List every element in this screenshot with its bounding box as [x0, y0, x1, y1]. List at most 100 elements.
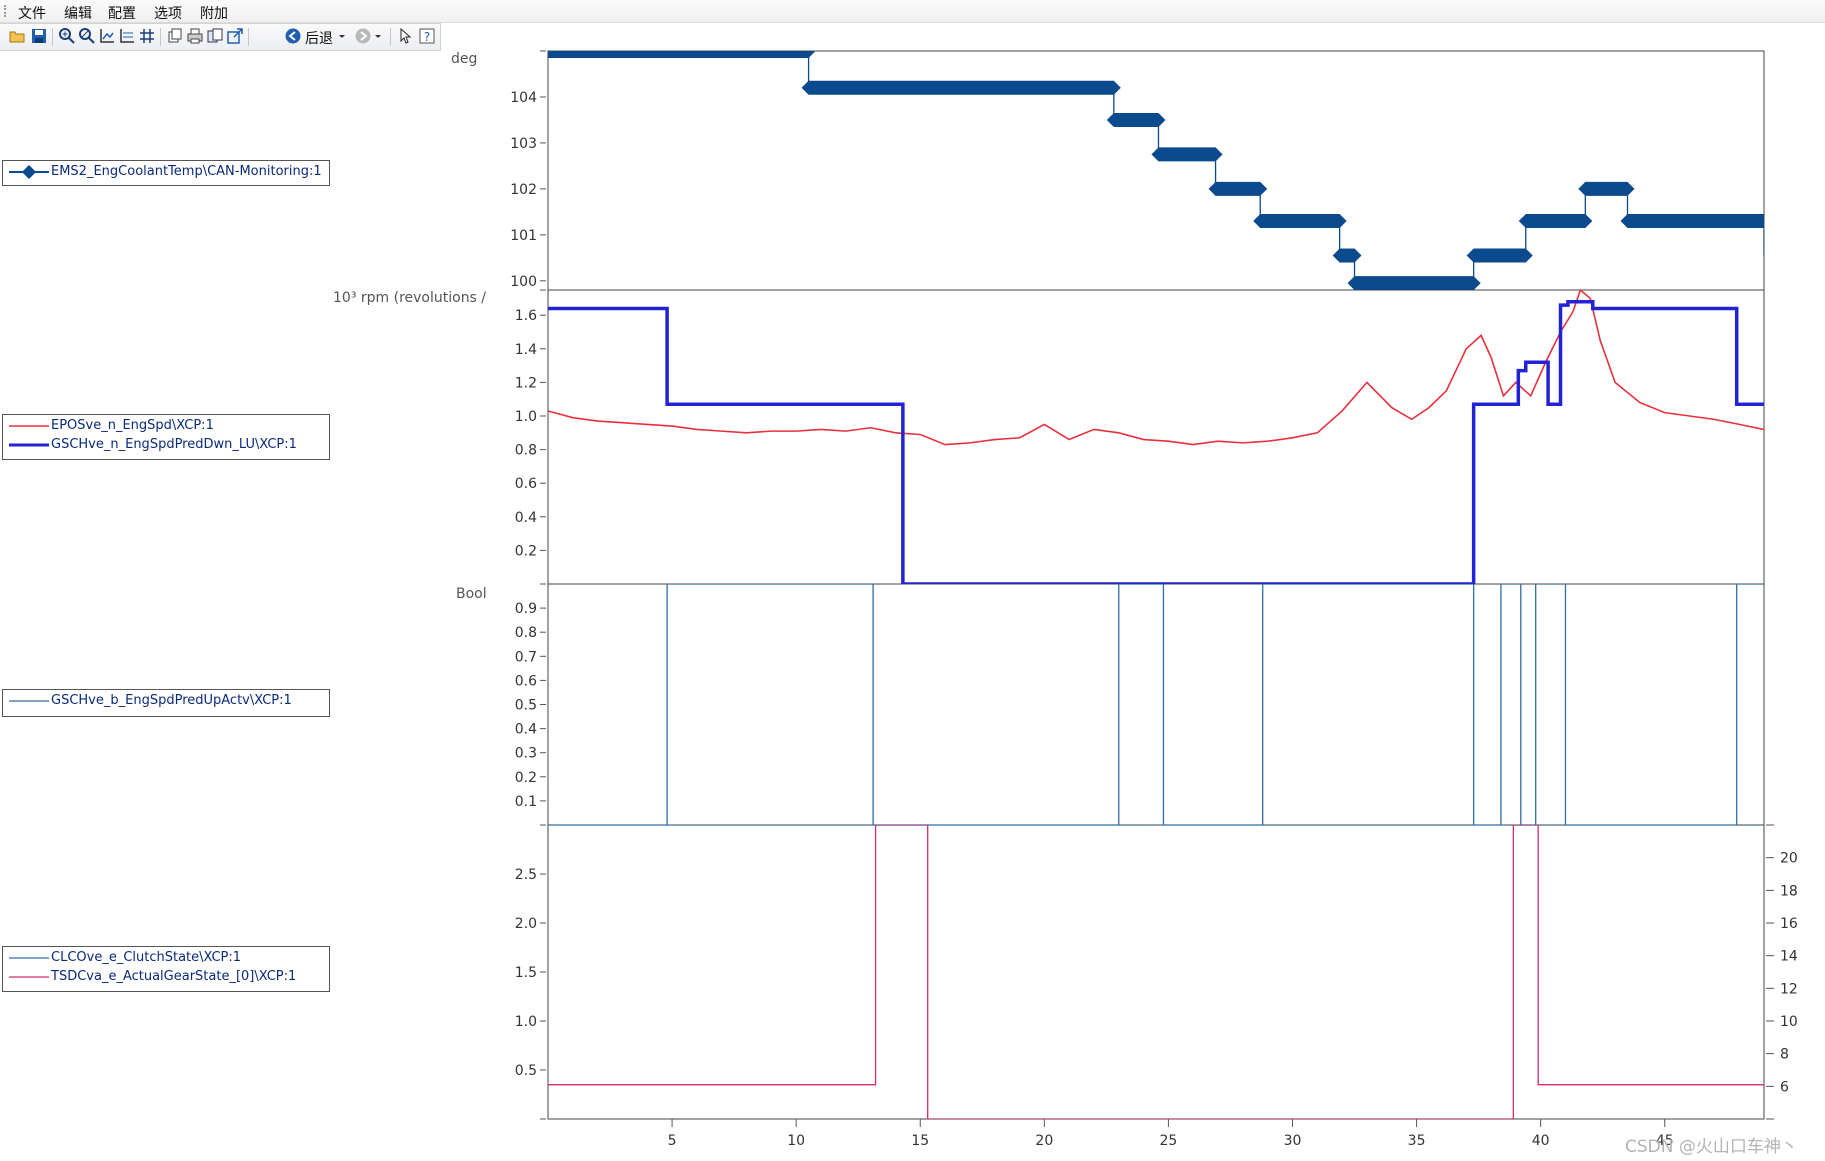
y-tick-label: 0.6 — [515, 673, 537, 689]
series-line — [548, 290, 1764, 446]
x-tick-label: 20 — [1035, 1133, 1053, 1149]
y2-tick-label: 20 — [1780, 851, 1798, 867]
axis-x-icon[interactable] — [98, 27, 116, 45]
diamond-marker — [1578, 181, 1593, 196]
menu-bar: 文件 编辑 配置 选项 附加 — [0, 0, 1825, 23]
plot-frame — [547, 50, 1765, 1120]
y-tick-label: 0.2 — [515, 543, 537, 559]
y-tick-label: 0.3 — [515, 746, 537, 762]
diamond-marker-icon — [9, 165, 49, 179]
duplicate-icon[interactable] — [206, 27, 224, 45]
y-tick-label: 0.5 — [515, 1063, 537, 1079]
legend-row: TSDCva_e_ActualGearState_[0]\XCP:1 — [3, 968, 329, 986]
y2-tick-label: 12 — [1780, 981, 1798, 997]
menu-edit[interactable]: 编辑 — [64, 6, 92, 22]
print-icon[interactable] — [186, 27, 204, 45]
dropdown-icon[interactable] — [338, 27, 346, 45]
y-tick-label: 2.5 — [515, 867, 537, 883]
diamond-marker — [801, 80, 816, 95]
x-tick-label: 45 — [1656, 1133, 1674, 1149]
diamond-marker — [1466, 248, 1481, 263]
diamond-marker — [1208, 181, 1223, 196]
help-icon[interactable]: ? — [418, 27, 436, 45]
toolbar-separator — [160, 28, 161, 46]
diamond-marker — [1620, 181, 1635, 196]
menu-grip — [4, 5, 8, 17]
unit-label-bool: Bool — [456, 586, 487, 602]
legend-label: GSCHve_n_EngSpdPredDwn_LU\XCP:1 — [51, 437, 297, 452]
line-swatch-icon — [9, 976, 49, 978]
forward-icon[interactable] — [354, 27, 372, 45]
x-tick-label: 15 — [911, 1133, 929, 1149]
x-tick-label: 5 — [668, 1133, 677, 1149]
legend-row: GSCHve_b_EngSpdPredUpActv\XCP:1 — [3, 692, 329, 710]
zoom-in-icon[interactable] — [58, 27, 76, 45]
menu-options[interactable]: 选项 — [154, 6, 182, 22]
y-tick-label: 0.4 — [515, 722, 537, 738]
menu-config[interactable]: 配置 — [108, 6, 136, 22]
dropdown-icon[interactable] — [374, 27, 382, 45]
toolbar-separator — [52, 28, 53, 46]
y2-tick-label: 16 — [1780, 916, 1798, 932]
legend-pred[interactable]: GSCHve_b_EngSpdPredUpActv\XCP:1 — [2, 689, 330, 717]
y2-tick-label: 10 — [1780, 1014, 1798, 1030]
diamond-marker — [1347, 276, 1362, 290]
y-tick-label: 103 — [510, 136, 537, 152]
y-tick-label: 101 — [510, 228, 537, 244]
diamond-marker — [1332, 214, 1347, 229]
y-tick-label: 2.0 — [515, 916, 537, 932]
diamond-marker — [1620, 214, 1635, 229]
export-icon[interactable] — [226, 27, 244, 45]
diamond-marker — [1578, 214, 1593, 229]
diamond-marker — [1253, 181, 1268, 196]
line-swatch-icon — [9, 443, 49, 447]
diamond-marker — [1518, 248, 1533, 263]
diamond-marker — [1757, 214, 1764, 229]
diamond-marker — [801, 51, 816, 58]
y-tick-label: 0.6 — [515, 476, 537, 492]
y-tick-label: 1.4 — [515, 342, 537, 358]
y2-tick-label: 6 — [1780, 1079, 1789, 1095]
grid-icon[interactable] — [138, 27, 156, 45]
menu-extras[interactable]: 附加 — [200, 6, 228, 22]
diamond-marker — [1466, 276, 1481, 290]
legend-row: CLCOve_e_ClutchState\XCP:1 — [3, 949, 329, 967]
y-tick-label: 0.8 — [515, 443, 537, 459]
toolbar: 后退 ? — [0, 23, 441, 51]
legend-row: EMS2_EngCoolantTemp\CAN-Monitoring:1 — [3, 163, 329, 181]
menu-file[interactable]: 文件 — [18, 6, 46, 22]
axis-y-icon[interactable] — [118, 27, 136, 45]
unit-label-coolant: deg — [451, 51, 478, 67]
zoom-out-icon[interactable] — [78, 27, 96, 45]
legend-speed[interactable]: EPOSve_n_EngSpd\XCP:1 GSCHve_n_EngSpdPre… — [2, 414, 330, 460]
legend-clutch[interactable]: CLCOve_e_ClutchState\XCP:1 TSDCva_e_Actu… — [2, 946, 330, 992]
toolbar-separator — [248, 28, 249, 46]
legend-row: GSCHve_n_EngSpdPredDwn_LU\XCP:1 — [3, 436, 329, 454]
diamond-marker — [1151, 147, 1166, 162]
legend-coolant[interactable]: EMS2_EngCoolantTemp\CAN-Monitoring:1 — [2, 160, 330, 186]
y-tick-label: 102 — [510, 182, 537, 198]
diamond-marker — [1332, 248, 1347, 263]
y2-tick-label: 8 — [1780, 1047, 1789, 1063]
copy-icon[interactable] — [166, 27, 184, 45]
legend-row: EPOSve_n_EngSpd\XCP:1 — [3, 417, 329, 435]
line-swatch-icon — [9, 425, 49, 427]
y-tick-label: 1.2 — [515, 375, 537, 391]
y2-tick-label: 18 — [1780, 883, 1798, 899]
y-tick-label: 0.1 — [515, 794, 537, 810]
legend-label: CLCOve_e_ClutchState\XCP:1 — [51, 950, 242, 965]
x-tick-label: 30 — [1284, 1133, 1302, 1149]
open-icon[interactable] — [8, 27, 26, 45]
unit-label-speed: 10³ rpm (revolutions / — [333, 290, 487, 306]
back-label[interactable]: 后退 — [305, 31, 333, 47]
series-line — [548, 825, 1764, 1119]
back-icon[interactable] — [284, 27, 302, 45]
toolbar-separator — [390, 28, 391, 46]
diamond-marker — [1253, 214, 1268, 229]
y-tick-label: 0.2 — [515, 770, 537, 786]
watermark: CSDN @火山口车神丶 — [1625, 1137, 1798, 1157]
save-icon[interactable] — [30, 27, 48, 45]
pointer-icon[interactable] — [396, 27, 414, 45]
diamond-marker — [1106, 80, 1121, 95]
